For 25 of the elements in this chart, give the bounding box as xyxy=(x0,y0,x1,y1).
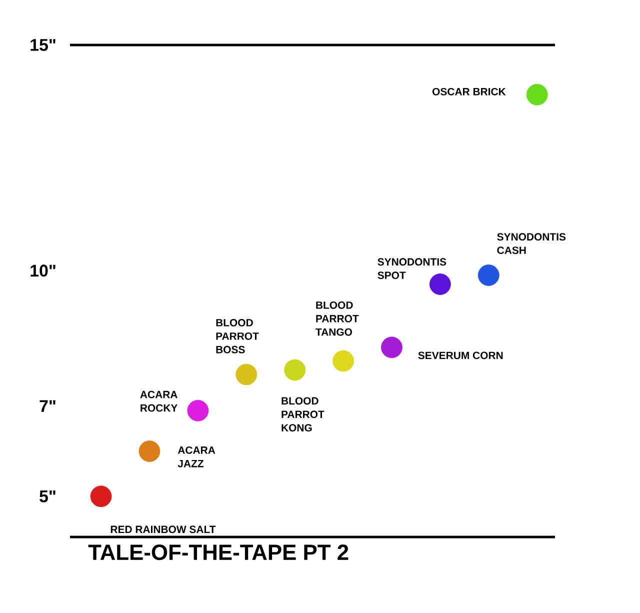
point xyxy=(429,274,451,295)
series-label: ACARA ROCKY xyxy=(140,390,178,412)
point xyxy=(526,84,548,106)
series-label: SEVERUM CORN xyxy=(418,352,503,360)
text: RED RAINBOW SALT xyxy=(110,526,216,534)
point xyxy=(138,440,160,462)
y-tick-label: 15" xyxy=(30,39,56,51)
series-label: BLOOD PARROT BOSS xyxy=(216,319,259,354)
y-tick-label: 7" xyxy=(40,400,56,412)
point xyxy=(187,400,209,422)
point xyxy=(332,350,354,372)
y-tick-label: 5" xyxy=(40,490,56,502)
series-label: SYNODONTIS CASH xyxy=(497,233,566,254)
point xyxy=(236,364,258,386)
point xyxy=(381,336,402,358)
text: TALE-OF-THE-TAPE PT 2 xyxy=(88,544,348,560)
point xyxy=(478,264,500,286)
series-label: SYNODONTIS SPOT xyxy=(378,258,446,280)
text: BLOOD PARROT TANGO xyxy=(316,301,359,336)
y-tick-label: 10" xyxy=(30,264,56,277)
point xyxy=(90,486,112,508)
text: BLOOD PARROT KONG xyxy=(282,397,324,432)
series-label: OSCAR BRICK xyxy=(432,88,506,96)
point xyxy=(284,359,306,381)
legend-label: ACARA JAZZ xyxy=(178,446,216,468)
